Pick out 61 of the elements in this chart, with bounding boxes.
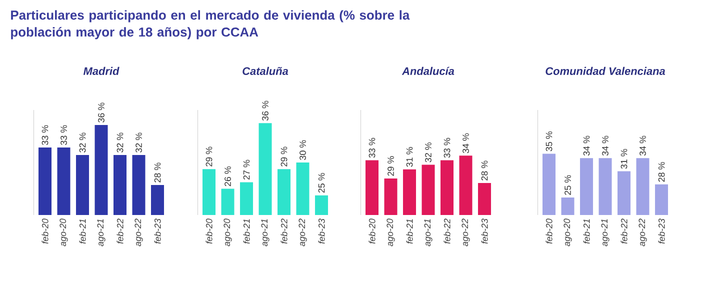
chart-title: Andalucía bbox=[402, 66, 454, 75]
x-tick-label: feb-21 bbox=[243, 219, 250, 244]
x-tick-label: ago-21 bbox=[261, 219, 270, 246]
data-label: 26 % bbox=[224, 166, 231, 186]
text: Particulares participando en el mercado de vivienda (% sobre la población mayor de 18 años) por CCAA bbox=[11, 10, 410, 40]
data-label: 28 % bbox=[481, 160, 488, 180]
data-label: 27 % bbox=[243, 160, 250, 180]
data-label: 33 % bbox=[42, 125, 48, 145]
x-tick-label: feb-20 bbox=[206, 218, 212, 244]
x-tick-label: ago-20 bbox=[224, 218, 232, 246]
data-label: 25 % bbox=[564, 175, 571, 195]
data-label: 32 % bbox=[425, 142, 432, 162]
data-label: 34 % bbox=[640, 136, 646, 156]
x-tick-label: feb-22 bbox=[116, 218, 124, 244]
x-tick-label: ago-22 bbox=[134, 218, 143, 246]
x-tick-label: feb-20 bbox=[546, 218, 552, 244]
data-label: 34 % bbox=[583, 136, 590, 156]
x-tick-label: ago-22 bbox=[638, 218, 647, 246]
x-tick-label: ago-22 bbox=[298, 218, 307, 246]
data-label: 28 % bbox=[154, 162, 161, 182]
x-tick-label: feb-21 bbox=[583, 219, 590, 244]
data-label: 29 % bbox=[206, 146, 212, 166]
chart-title: Cataluña bbox=[242, 66, 288, 75]
x-tick-label: feb-21 bbox=[79, 219, 86, 244]
data-label: 34 % bbox=[602, 136, 608, 156]
x-tick-label: feb-23 bbox=[318, 218, 325, 244]
data-label: 32 % bbox=[116, 132, 124, 152]
x-tick-label: ago-21 bbox=[601, 219, 610, 246]
data-label: 34 % bbox=[462, 133, 469, 154]
data-label: 33 % bbox=[444, 138, 450, 158]
x-tick-label: feb-23 bbox=[154, 218, 161, 244]
chart-title: Comunidad Valenciana bbox=[546, 66, 666, 75]
data-label: 36 % bbox=[98, 102, 104, 122]
data-label: 29 % bbox=[280, 146, 288, 166]
data-label: 29 % bbox=[388, 156, 394, 176]
x-tick-label: ago-21 bbox=[424, 219, 432, 246]
x-tick-label: feb-22 bbox=[620, 218, 628, 244]
x-tick-label: ago-20 bbox=[60, 218, 68, 246]
data-label: 33 % bbox=[368, 138, 376, 158]
data-label: 36 % bbox=[262, 100, 268, 121]
data-label: 33 % bbox=[60, 125, 67, 145]
data-label: 30 % bbox=[300, 140, 306, 160]
data-label: 32 % bbox=[79, 132, 86, 152]
data-label: 32 % bbox=[136, 132, 142, 152]
data-label: 31 % bbox=[406, 147, 413, 167]
x-tick-label: feb-21 bbox=[406, 219, 413, 244]
x-tick-label: ago-22 bbox=[462, 218, 470, 246]
x-tick-label: feb-22 bbox=[444, 218, 450, 244]
data-label: 35 % bbox=[546, 131, 552, 152]
x-tick-label: ago-21 bbox=[97, 219, 106, 246]
data-label: 25 % bbox=[318, 173, 325, 193]
data-label: 28 % bbox=[658, 162, 665, 182]
x-tick-label: ago-20 bbox=[564, 218, 572, 246]
x-tick-label: feb-20 bbox=[42, 218, 48, 244]
x-tick-label: feb-23 bbox=[481, 218, 488, 244]
x-tick-label: ago-20 bbox=[386, 218, 395, 246]
chart-title: Madrid bbox=[83, 66, 120, 75]
data-label: 31 % bbox=[620, 148, 628, 169]
x-tick-label: feb-22 bbox=[280, 218, 288, 244]
x-tick-label: feb-23 bbox=[658, 218, 665, 244]
x-tick-label: feb-20 bbox=[368, 218, 376, 244]
